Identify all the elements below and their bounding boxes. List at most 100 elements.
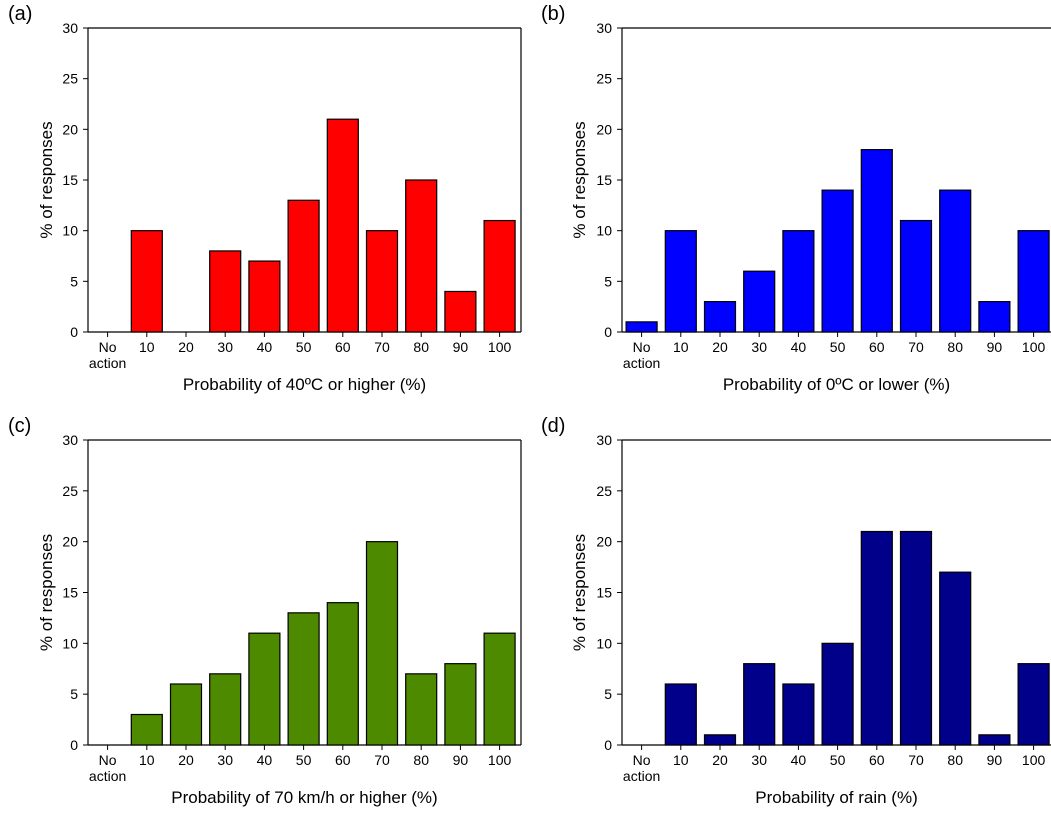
x-tick-label: 90 (453, 339, 469, 355)
y-tick-label: 5 (604, 686, 612, 702)
x-tick-label: 20 (712, 752, 728, 768)
y-tick-label: 5 (604, 273, 612, 289)
x-tick-label: 10 (139, 339, 155, 355)
x-tick-label: 90 (987, 752, 1003, 768)
y-tick-label: 10 (596, 223, 612, 239)
x-tick-label: No action (623, 752, 660, 784)
bar-no-action (625, 321, 658, 333)
bar-30 (209, 250, 242, 333)
bar-100 (1017, 663, 1050, 746)
x-tick-label: 100 (488, 752, 512, 768)
y-tick-label: 5 (70, 273, 78, 289)
panel-a: (a) 0 5 10 15 20 25 30 % of responses No action 10 2… (8, 3, 522, 394)
bar-80 (405, 673, 438, 746)
x-tick-label: 70 (374, 339, 390, 355)
x-axis-title: Probability of 40ºC or higher (%) (183, 375, 426, 394)
bar-30 (743, 270, 776, 333)
bar-40 (782, 683, 815, 746)
bar-20 (169, 683, 203, 746)
y-tick-label: 15 (596, 585, 612, 601)
x-tick-label: 60 (335, 752, 351, 768)
x-tick-label: No action (623, 339, 660, 371)
x-tick-label: 100 (1022, 752, 1046, 768)
x-tick-label: 60 (869, 752, 885, 768)
y-axis-title: % of responses (37, 534, 56, 651)
y-tick-label: 20 (596, 534, 612, 550)
x-axis-title: Probability of rain (%) (755, 788, 918, 807)
x-tick-label: 50 (296, 752, 312, 768)
bar-70 (899, 530, 933, 746)
panel-label: (d) (541, 415, 565, 437)
bar-90 (444, 663, 477, 746)
x-tick-label: 100 (1022, 339, 1046, 355)
x-tick-label: 50 (830, 339, 846, 355)
x-tick-label: 70 (374, 752, 390, 768)
y-axis-title: % of responses (570, 534, 589, 651)
y-tick-label: 25 (62, 71, 78, 87)
x-tick-label: 40 (257, 752, 273, 768)
x-tick-label: 80 (413, 752, 429, 768)
x-tick-label: 40 (791, 752, 807, 768)
bar-10 (664, 683, 697, 746)
bar-20 (703, 734, 737, 746)
x-tick-label: 90 (453, 752, 469, 768)
y-axis-title: % of responses (570, 121, 589, 238)
y-tick-label: 25 (596, 71, 612, 87)
x-tick-label: 90 (987, 339, 1003, 355)
bar-90 (978, 734, 1011, 746)
panel-label: (a) (8, 3, 32, 25)
x-tick-label: No action (89, 339, 126, 371)
y-tick-label: 0 (70, 737, 78, 753)
bar-40 (248, 632, 281, 746)
x-tick-label: 40 (257, 339, 273, 355)
x-tick-label: 100 (488, 339, 512, 355)
x-tick-label: 20 (178, 339, 194, 355)
y-tick-label: 5 (70, 686, 78, 702)
y-tick-label: 30 (596, 20, 612, 36)
y-axis-title: % of responses (37, 121, 56, 238)
bar-30 (743, 663, 776, 746)
x-tick-label: 70 (908, 339, 924, 355)
bar-70 (365, 230, 399, 333)
x-tick-label: 80 (413, 339, 429, 355)
y-tick-label: 15 (596, 172, 612, 188)
y-tick-label: 10 (62, 635, 78, 651)
bar-100 (1017, 230, 1050, 333)
y-tick-label: 15 (62, 172, 78, 188)
x-tick-label: 40 (791, 339, 807, 355)
bar-10 (130, 230, 163, 333)
x-tick-label: 10 (139, 752, 155, 768)
x-tick-label: 20 (712, 339, 728, 355)
panel-label: (c) (8, 415, 31, 437)
x-tick-label: 30 (751, 339, 767, 355)
x-tick-label: 10 (673, 752, 689, 768)
bar-60 (860, 149, 893, 333)
bar-40 (782, 230, 815, 333)
x-tick-label: 30 (751, 752, 767, 768)
bar-50 (821, 642, 854, 746)
bar-90 (444, 290, 477, 333)
y-tick-label: 10 (596, 635, 612, 651)
y-tick-label: 10 (62, 223, 78, 239)
bar-70 (899, 219, 933, 333)
panel-b: (b) 0 5 10 15 20 25 30 % of responses No action 10 2… (541, 3, 1051, 394)
y-tick-label: 20 (62, 534, 78, 550)
bar-20 (703, 301, 737, 333)
bar-10 (664, 230, 697, 333)
x-tick-label: 10 (673, 339, 689, 355)
y-tick-label: 15 (62, 585, 78, 601)
x-axis-title: Probability of 0ºC or lower (%) (723, 375, 950, 394)
x-tick-label: 80 (947, 752, 963, 768)
bar-80 (405, 179, 438, 333)
bar-30 (209, 673, 242, 746)
y-tick-label: 25 (62, 483, 78, 499)
bar-100 (483, 219, 516, 333)
y-tick-label: 30 (596, 432, 612, 448)
bar-60 (326, 118, 359, 333)
x-tick-label: 50 (296, 339, 312, 355)
x-tick-label: 30 (217, 339, 233, 355)
bar-40 (248, 260, 281, 333)
x-tick-label: 20 (178, 752, 194, 768)
y-tick-label: 0 (70, 324, 78, 340)
